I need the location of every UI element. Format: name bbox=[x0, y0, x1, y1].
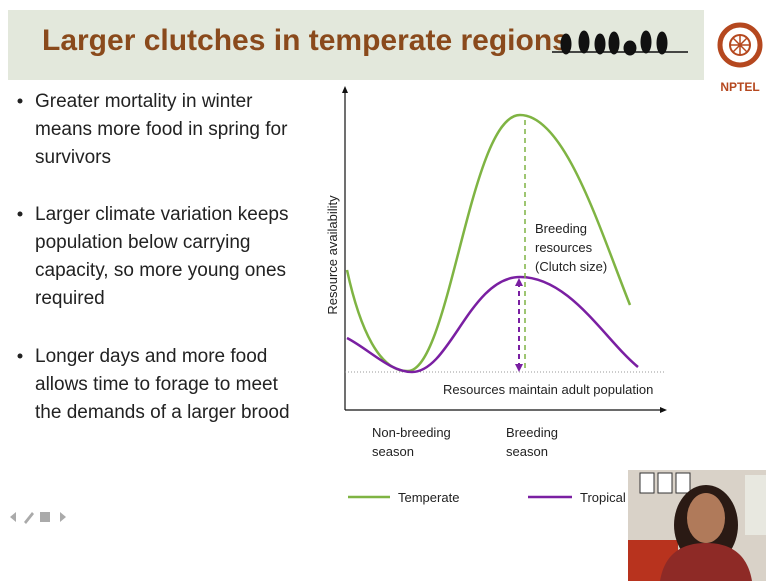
temperate-curve bbox=[345, 113, 632, 373]
diagram: Resource availability Breeding resources… bbox=[325, 86, 667, 505]
legend-label: Temperate bbox=[398, 490, 459, 505]
bullet-text: survivors bbox=[35, 147, 111, 168]
x-arrow bbox=[660, 407, 667, 413]
peak-label: resources bbox=[535, 240, 593, 255]
bullet-text: the demands of a larger brood bbox=[35, 402, 290, 423]
legend-label: Tropical bbox=[580, 490, 626, 505]
x-label: Non-breeding bbox=[372, 425, 451, 440]
slide-title: Larger clutches in temperate regions bbox=[42, 24, 569, 57]
bullet-text: Larger climate variation keeps bbox=[35, 204, 288, 225]
x-label: season bbox=[372, 444, 414, 459]
bullet-text: means more food in spring for bbox=[35, 119, 288, 140]
baseline-label: Resources maintain adult population bbox=[443, 382, 653, 397]
bullet-text: capacity, so more young ones bbox=[35, 260, 286, 281]
bullet-text: allows time to forage to meet bbox=[35, 374, 279, 395]
logo-text: NPTEL bbox=[720, 80, 759, 94]
y-arrow bbox=[342, 86, 348, 93]
tropical-curve bbox=[346, 275, 639, 374]
bullet-dot bbox=[17, 98, 23, 104]
x-label: Breeding bbox=[506, 425, 558, 440]
nptel-logo: NPTEL bbox=[717, 22, 763, 94]
x-label: season bbox=[506, 444, 548, 459]
bullet-text: Longer days and more food bbox=[35, 346, 267, 367]
bullet-text: Greater mortality in winter bbox=[35, 91, 253, 112]
webcam-video bbox=[628, 470, 766, 581]
peak-label: Breeding bbox=[535, 221, 587, 236]
bullet-dot bbox=[17, 211, 23, 217]
bullet-text: required bbox=[35, 288, 105, 309]
bullet-dot bbox=[17, 353, 23, 359]
birds-icon bbox=[552, 30, 688, 56]
y-axis-label: Resource availability bbox=[325, 195, 340, 315]
nav-icons[interactable] bbox=[10, 512, 66, 524]
bullet-list: Greater mortality in winter means more fo… bbox=[17, 91, 290, 423]
peak-label: (Clutch size) bbox=[535, 259, 607, 274]
bullet-text: population below carrying bbox=[35, 232, 250, 253]
